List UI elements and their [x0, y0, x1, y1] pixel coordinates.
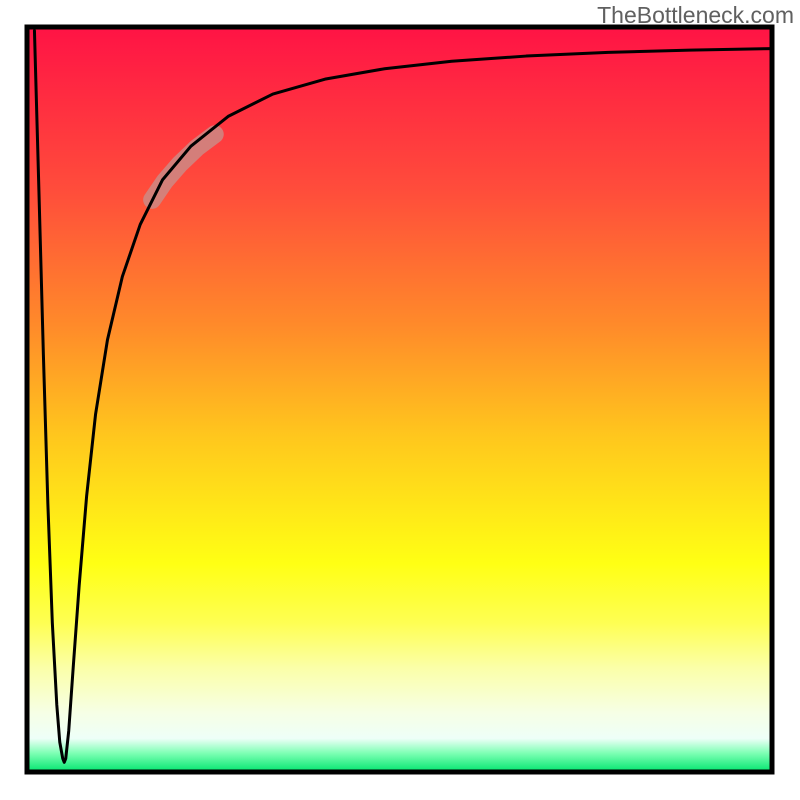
bottleneck-chart: [0, 0, 800, 800]
attribution-text: TheBottleneck.com: [597, 0, 800, 29]
plot-background: [27, 27, 772, 772]
